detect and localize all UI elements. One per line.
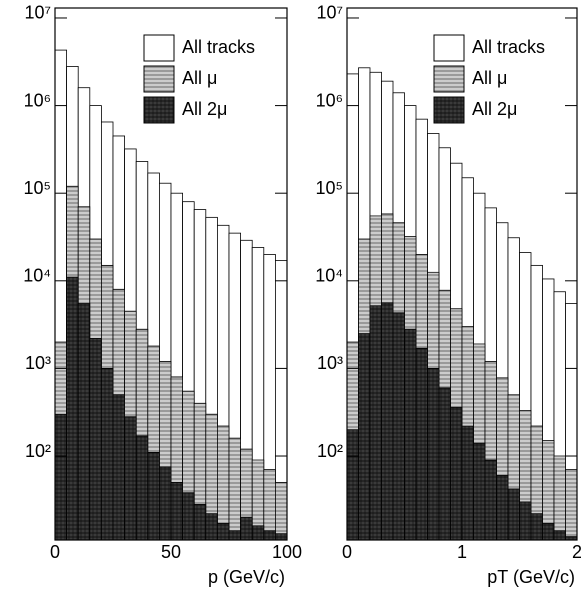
histogram-bar xyxy=(553,455,566,540)
legend-swatch xyxy=(433,65,465,93)
histogram-bar xyxy=(530,513,543,540)
histogram-bar xyxy=(55,413,67,540)
legend-swatch xyxy=(143,65,175,93)
histogram-bar xyxy=(461,425,474,540)
histogram-bar xyxy=(358,333,371,540)
y-tick-label: 10⁵ xyxy=(316,178,343,198)
histogram-bar xyxy=(415,347,428,540)
histogram-bar xyxy=(101,368,114,540)
histogram-bar xyxy=(193,504,207,540)
x-tick-label: 1 xyxy=(457,542,467,562)
y-tick-label: 10² xyxy=(25,441,51,461)
histogram-bar xyxy=(228,437,242,540)
histogram-bar xyxy=(158,466,172,540)
legend-label: All 2μ xyxy=(472,99,517,119)
legend-swatch xyxy=(143,96,175,124)
histogram-bar xyxy=(369,305,382,540)
x-axis-label: p (GeV/c) xyxy=(208,567,285,587)
legend-swatch xyxy=(433,96,465,124)
legend-swatch xyxy=(143,34,175,62)
histogram-bar xyxy=(553,530,566,540)
plot-area xyxy=(55,49,287,540)
histogram-bar xyxy=(263,530,276,540)
histogram-bar xyxy=(124,416,137,540)
histogram-bar xyxy=(66,276,79,540)
histogram-bar xyxy=(427,368,440,540)
y-tick-label: 10³ xyxy=(25,353,51,373)
legend-label: All tracks xyxy=(182,37,255,57)
x-tick-label: 0 xyxy=(50,542,60,562)
histogram-bar xyxy=(507,488,520,540)
histogram-bar xyxy=(565,469,577,540)
histogram-bar xyxy=(77,303,91,540)
y-tick-label: 10⁵ xyxy=(24,178,51,198)
histogram-bar xyxy=(205,513,218,540)
x-tick-label: 2 xyxy=(572,542,581,562)
legend-label: All tracks xyxy=(472,37,545,57)
x-axis-label: pT (GeV/c) xyxy=(487,567,575,587)
histogram-bar xyxy=(404,328,417,540)
histogram-bar xyxy=(392,312,405,540)
histogram-bar xyxy=(216,425,230,540)
legend-label: All μ xyxy=(472,68,507,88)
histogram-bar xyxy=(263,469,276,540)
legend-swatch xyxy=(433,34,465,62)
histogram-bar xyxy=(438,387,451,540)
legend-label: All μ xyxy=(182,68,217,88)
histogram-bar xyxy=(519,501,532,540)
legend-label: All 2μ xyxy=(182,99,227,119)
y-tick-label: 10³ xyxy=(317,353,343,373)
histogram-bar xyxy=(484,459,497,540)
x-tick-label: 0 xyxy=(342,542,352,562)
histogram-bar xyxy=(251,525,265,540)
histogram-bar xyxy=(473,442,486,540)
y-tick-label: 10⁴ xyxy=(23,266,51,286)
y-tick-label: 10⁷ xyxy=(24,3,51,23)
y-tick-label: 10⁶ xyxy=(316,90,343,110)
y-tick-label: 10⁷ xyxy=(316,3,343,23)
histogram-bar xyxy=(216,523,230,540)
histogram-bar xyxy=(496,475,509,540)
histogram-bar xyxy=(240,516,253,540)
histogram-bar xyxy=(170,481,184,540)
x-tick-label: 50 xyxy=(161,542,181,562)
x-tick-label: 100 xyxy=(272,542,302,562)
histogram-bar xyxy=(182,492,195,540)
y-tick-label: 10⁴ xyxy=(315,266,343,286)
histogram-bar xyxy=(450,406,463,540)
y-tick-label: 10² xyxy=(317,441,343,461)
histogram-bar xyxy=(347,429,359,540)
plot-area xyxy=(347,67,577,540)
histogram-bar xyxy=(381,302,394,540)
histogram-bar xyxy=(565,303,577,540)
histogram-bar xyxy=(147,451,160,540)
histogram-bar xyxy=(542,523,555,540)
histogram-bar xyxy=(112,394,125,540)
histogram-bar xyxy=(89,338,102,540)
histogram-bar xyxy=(274,533,287,540)
histogram-bar xyxy=(565,536,577,540)
histogram-bar xyxy=(274,481,287,540)
y-tick-label: 10⁶ xyxy=(24,90,51,110)
histogram-bar xyxy=(228,530,242,540)
histogram-bar xyxy=(135,435,149,540)
